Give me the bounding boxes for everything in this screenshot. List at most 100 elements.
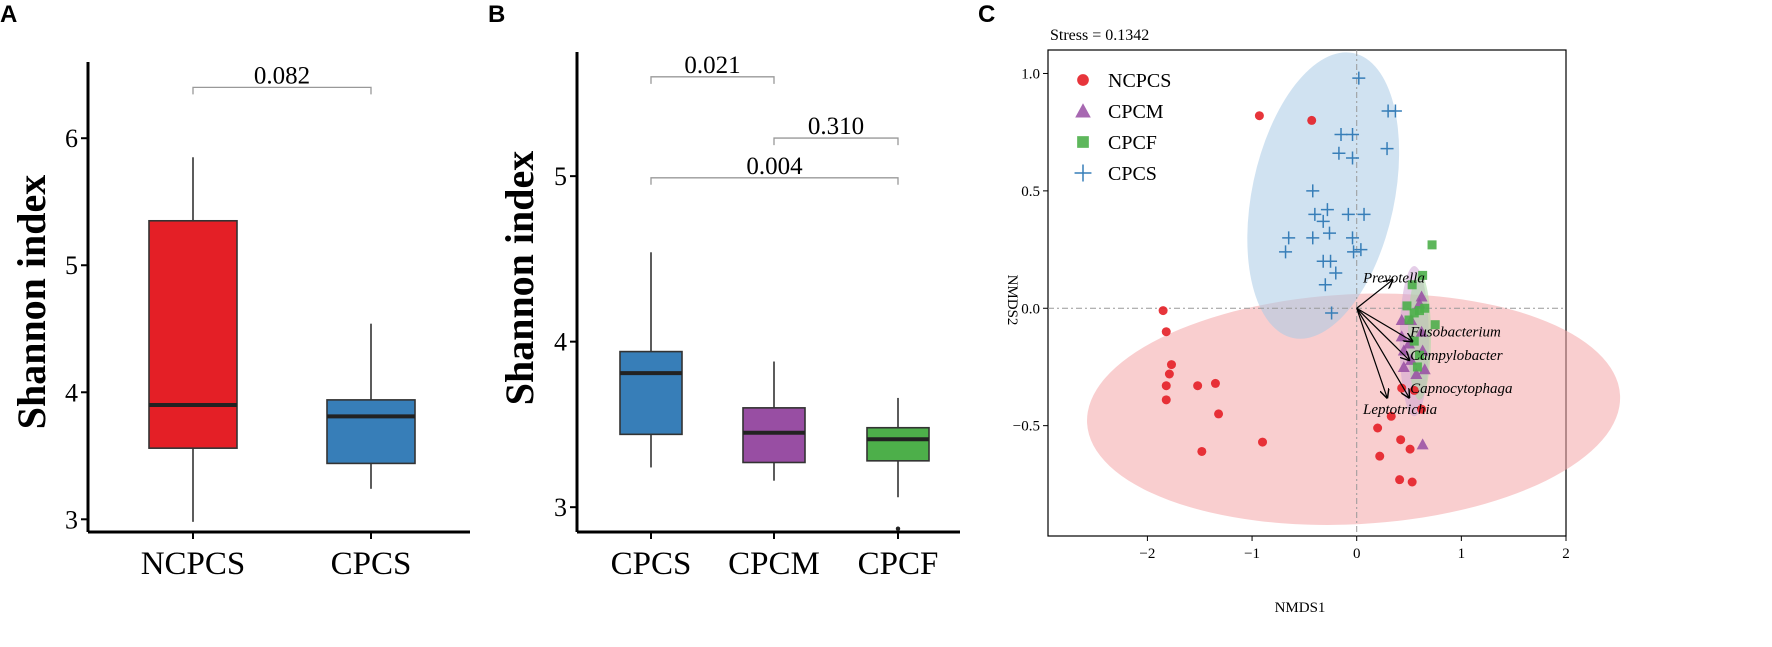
point-cpcf: [1409, 308, 1419, 318]
point-cpcf: [1402, 301, 1412, 311]
point-cpcs: [1306, 184, 1320, 198]
point-ncpcs: [1254, 111, 1264, 121]
point-ncpcs: [1373, 423, 1383, 433]
point-ncpcs: [1375, 451, 1385, 461]
point-cpcs: [1324, 254, 1338, 268]
point-cpcs: [1346, 128, 1360, 142]
point-cpcs: [1329, 266, 1343, 280]
point-ncpcs: [1210, 378, 1220, 388]
box-ncpcs: [148, 219, 238, 449]
y-tick-label: 3: [65, 505, 78, 534]
comparison-bracket: [650, 76, 775, 84]
legend-plus-symbol: [1074, 164, 1092, 182]
box-cpcs: [326, 399, 416, 465]
vector-label-fusobacterium: Fusobacterium: [1409, 325, 1501, 341]
panel-letter-a: A: [0, 1, 17, 28]
point-cpcs: [1341, 207, 1355, 221]
x-tick-label: 0: [1353, 546, 1361, 562]
point-ncpcs: [1386, 411, 1396, 421]
y-tick-label: −0.5: [1013, 419, 1040, 435]
point-ncpcs: [1395, 475, 1405, 485]
outlier-point: [895, 526, 901, 531]
y-tick-label: 1.0: [1021, 66, 1040, 82]
comparison-p-value: 0.004: [746, 153, 803, 180]
x-tick-label: NCPCS: [141, 546, 246, 582]
box-cpcf: [866, 426, 930, 462]
panel-a-y-axis-label: Shannon index: [9, 175, 54, 430]
point-cpcf: [1427, 240, 1437, 250]
point-ncpcs: [1409, 385, 1419, 395]
point-cpcm: [1415, 290, 1428, 302]
point-ncpcs: [1164, 369, 1174, 379]
x-tick-label: −2: [1139, 546, 1155, 562]
point-ncpcs: [1193, 381, 1203, 391]
point-cpcs: [1332, 146, 1346, 160]
point-cpcf: [1407, 280, 1417, 290]
point-ncpcs: [1417, 404, 1427, 414]
point-cpcs: [1325, 306, 1339, 320]
point-cpcm: [1418, 363, 1431, 375]
point-ncpcs: [1405, 444, 1415, 454]
x-tick-label: CPCS: [611, 546, 692, 582]
point-ncpcs: [1161, 381, 1171, 391]
panel-letter-c: C: [978, 1, 995, 28]
point-cpcf: [1430, 320, 1440, 330]
panel-c-x-axis-label: NMDS1: [1275, 600, 1326, 616]
point-ncpcs: [1158, 306, 1168, 316]
x-tick-label: −1: [1244, 546, 1260, 562]
legend-triangle-symbol: [1075, 103, 1091, 118]
point-cpcs: [1318, 278, 1332, 292]
vector-label-prevotella: Prevotella: [1362, 271, 1425, 287]
point-cpcs: [1282, 231, 1296, 245]
point-cpcf: [1420, 303, 1430, 313]
x-tick-label: 1: [1458, 546, 1466, 562]
plot-frame: [1047, 49, 1567, 537]
panel-c-nmds-scatter: Stress = 0.1342 NMDS1 NMDS2 −2 −1 0 1 2 −0.5 0…: [1004, 27, 1621, 616]
point-ncpcs: [1161, 395, 1171, 405]
x-tick-label: CPCS: [331, 546, 412, 582]
vector-label-capnocytophaga: Capnocytophaga: [1410, 381, 1513, 397]
point-cpcs: [1320, 203, 1334, 217]
legend-square-symbol: [1077, 136, 1089, 148]
point-cpcf: [1414, 350, 1424, 360]
point-cpcm: [1415, 325, 1428, 337]
point-cpcm: [1403, 337, 1416, 349]
point-cpcs: [1380, 142, 1394, 156]
point-cpcs: [1323, 226, 1336, 240]
loading-vector-arrow: [1356, 307, 1409, 397]
box-cpcm: [742, 407, 806, 464]
point-cpcs: [1352, 71, 1366, 85]
y-tick-label: 5: [554, 162, 567, 191]
point-ncpcs: [1161, 327, 1171, 337]
panel-b-boxplot: Shannon index 3 4 5 CPCS CPCM CPCF 0.021 0.3100…: [497, 52, 960, 582]
point-ncpcs: [1307, 115, 1317, 125]
point-cpcs: [1346, 231, 1360, 245]
panel-b-y-axis-label: Shannon index: [497, 151, 542, 406]
point-cpcm: [1410, 368, 1423, 379]
point-cpcs: [1316, 214, 1330, 228]
confidence-ellipse-cpcs: [1247, 52, 1400, 339]
point-cpcf: [1414, 306, 1424, 316]
loading-vector-arrow: [1356, 308, 1387, 397]
point-ncpcs: [1214, 409, 1224, 419]
y-tick-label: 5: [65, 251, 78, 280]
comparison-bracket: [192, 86, 372, 95]
legend-label-cpcs: CPCS: [1108, 163, 1157, 185]
point-cpcs: [1279, 245, 1293, 259]
panel-c-y-axis-label: NMDS2: [1004, 275, 1020, 326]
confidence-ellipse-ncpcs: [1087, 293, 1621, 525]
comparison-p-value: 0.310: [808, 113, 864, 140]
point-cpcm: [1416, 438, 1429, 450]
loading-vector-arrow: [1356, 307, 1409, 360]
loading-vector-arrow: [1356, 307, 1412, 341]
point-ncpcs: [1258, 437, 1268, 447]
x-tick-label: CPCM: [728, 546, 820, 582]
legend-label-ncpcs: NCPCS: [1108, 70, 1171, 92]
x-tick-label: CPCF: [858, 546, 939, 582]
point-cpcf: [1418, 270, 1428, 280]
vector-label-campylobacter: Campylobacter: [1410, 348, 1503, 364]
loading-vector-arrow: [1356, 280, 1393, 309]
panel-a-boxplot: Shannon index 3 4 5 6 NCPCS CPCS 0.082: [9, 62, 470, 582]
point-cpcm: [1397, 360, 1410, 372]
box-cpcs: [619, 350, 683, 436]
